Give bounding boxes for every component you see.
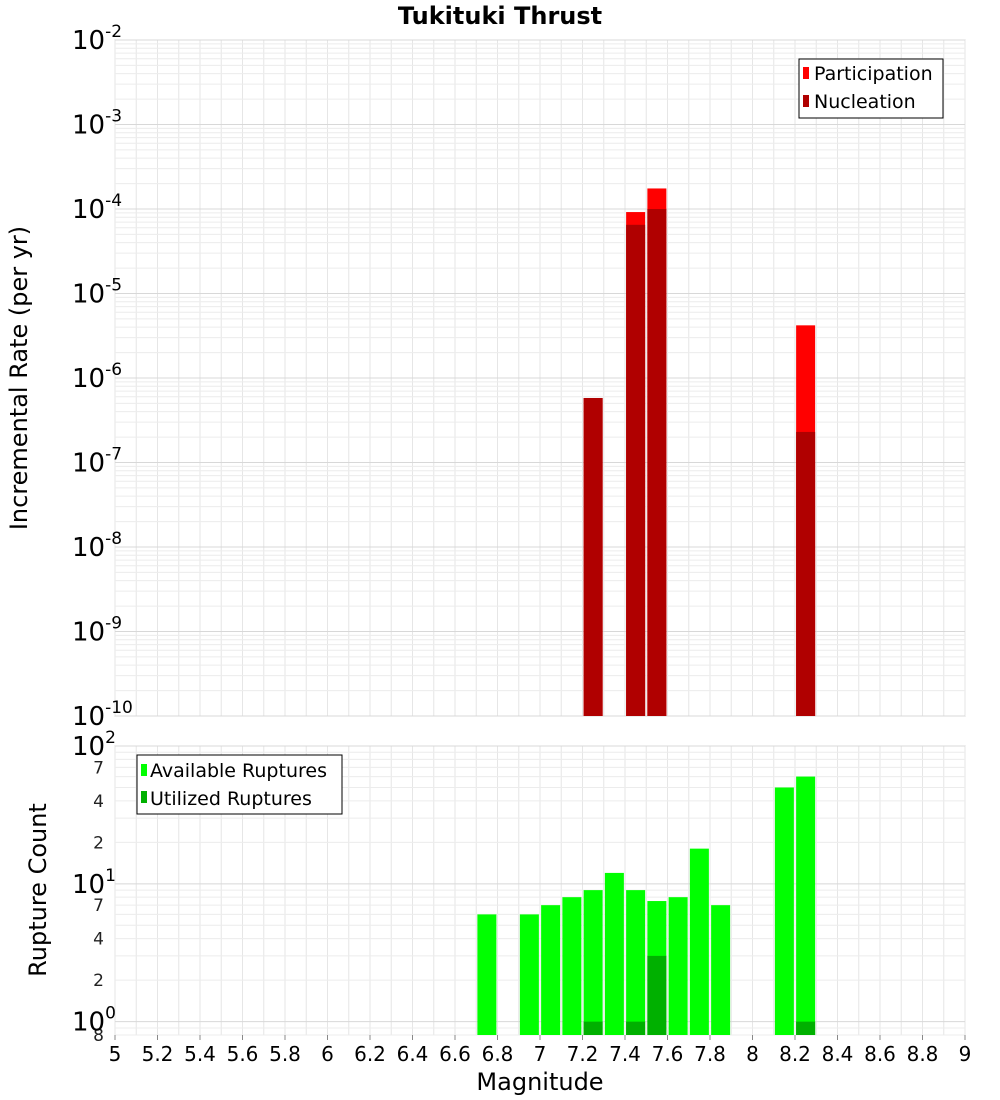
top-legend: Participation Nucleation [798, 58, 944, 119]
chart-title: Tukituki Thrust [398, 2, 602, 30]
count-outer-bar [583, 890, 603, 1035]
y-tick-label: 10-6 [72, 360, 122, 394]
legend-label-available: Available Ruptures [150, 760, 327, 782]
rate-inner-bar [796, 431, 816, 716]
legend-swatch-participation [803, 67, 809, 79]
x-tick-label: 5.2 [142, 1042, 174, 1066]
y-tick-label: 101 [72, 866, 116, 900]
count-outer-bar [604, 872, 624, 1035]
x-axis-label: Magnitude [476, 1068, 603, 1096]
count-outer-bar [689, 848, 709, 1035]
y-tick-label: 10-5 [72, 276, 122, 310]
count-outer-bar [626, 890, 646, 1035]
legend-swatch-available [141, 764, 147, 776]
legend-label-participation: Participation [814, 63, 933, 85]
x-tick-label: 8.8 [907, 1042, 939, 1066]
top-bars [583, 188, 816, 717]
top-legend-box [798, 58, 944, 119]
y-tick-label-minor: 2 [93, 833, 104, 853]
x-tick-label: 8.2 [779, 1042, 811, 1066]
count-outer-bar [774, 787, 794, 1035]
bottom-legend-box [136, 754, 343, 815]
y-tick-label: 102 [72, 728, 116, 762]
y-tick-label-minor: 2 [93, 971, 104, 991]
x-tick-label: 7.4 [609, 1042, 641, 1066]
count-inner-bar [583, 1021, 603, 1035]
y-tick-label-minor: 4 [93, 930, 104, 950]
x-tick-label: 5.8 [269, 1042, 301, 1066]
x-tick-label: 5 [109, 1042, 122, 1066]
count-outer-bar [541, 905, 561, 1035]
bottom-legend: Available Ruptures Utilized Ruptures [136, 754, 343, 815]
y-tick-label-minor: 7 [93, 896, 104, 916]
count-outer-bar [477, 914, 497, 1035]
count-outer-bar [668, 897, 688, 1035]
x-tick-label: 7.2 [567, 1042, 599, 1066]
top-grid [114, 39, 966, 717]
x-tick-label: 6.2 [354, 1042, 386, 1066]
count-outer-bar [519, 914, 539, 1035]
x-tick-label: 7.8 [694, 1042, 726, 1066]
count-outer-bar [711, 905, 731, 1035]
x-tick-label: 8.6 [864, 1042, 896, 1066]
legend-swatch-utilized [141, 791, 147, 803]
count-inner-bar [626, 1021, 646, 1035]
bottom-bars [477, 776, 816, 1035]
x-tick-label: 6 [321, 1042, 334, 1066]
x-tick-label: 9 [959, 1042, 972, 1066]
count-outer-bar [562, 897, 582, 1035]
y-tick-label: 10-4 [72, 191, 122, 225]
y-tick-label-minor: 8 [93, 1026, 104, 1046]
y-tick-label: 100 [72, 1004, 116, 1038]
bottom-y-axis-label: Rupture Count [24, 803, 52, 977]
y-tick-label: 10-10 [72, 698, 133, 732]
legend-label-utilized: Utilized Ruptures [150, 788, 312, 810]
y-tick-label-minor: 7 [93, 758, 104, 778]
rate-inner-bar [647, 209, 667, 716]
y-tick-label: 10-3 [72, 107, 122, 141]
legend-label-nucleation: Nucleation [814, 91, 916, 113]
bottom-grid [114, 745, 966, 1036]
x-ticks: 5 5.2 5.4 5.6 5.8 6 6.2 6.4 6.6 6.8 7 7.2 7.4 7.6 7.8 8… [109, 1035, 972, 1066]
top-y-ticks: 10-10 10-9 10-8 10-7 10-6 10-5 10-4 10-3 10-2 [72, 22, 133, 732]
y-tick-label: 10-9 [72, 614, 122, 648]
x-tick-label: 7 [534, 1042, 547, 1066]
rate-inner-bar [626, 224, 646, 716]
x-tick-label: 5.6 [227, 1042, 259, 1066]
x-tick-label: 8 [746, 1042, 759, 1066]
y-tick-label: 10-2 [72, 22, 122, 56]
x-tick-label: 6.8 [482, 1042, 514, 1066]
count-inner-bar [647, 955, 667, 1035]
x-tick-label: 6.6 [439, 1042, 471, 1066]
x-tick-label: 8.4 [822, 1042, 854, 1066]
x-tick-label: 5.4 [184, 1042, 216, 1066]
y-tick-label: 10-7 [72, 445, 122, 479]
x-tick-label: 6.4 [397, 1042, 429, 1066]
legend-swatch-nucleation [803, 95, 809, 107]
y-tick-label: 10-8 [72, 529, 122, 563]
count-outer-bar [796, 776, 816, 1035]
rate-inner-bar [583, 397, 603, 716]
count-inner-bar [796, 1021, 816, 1035]
y-tick-label-minor: 4 [93, 792, 104, 812]
x-tick-label: 7.6 [652, 1042, 684, 1066]
top-y-axis-label: Incremental Rate (per yr) [5, 226, 33, 530]
